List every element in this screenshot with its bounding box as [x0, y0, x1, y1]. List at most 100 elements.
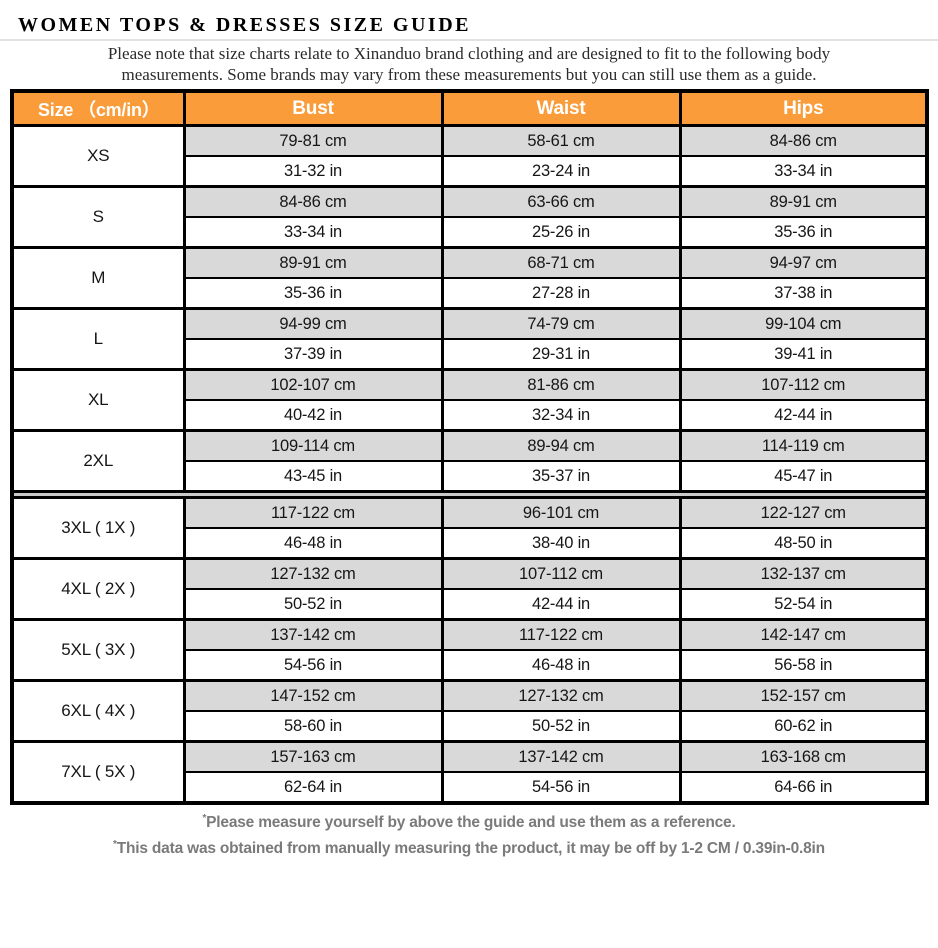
size-guide-table: Size （cm/in） Bust Waist Hips XS 79-81 cm… [10, 89, 929, 805]
waist-in-cell: 50-52 in [440, 711, 682, 743]
table-row: M 89-91 cm 68-71 cm 94-97 cm [10, 246, 929, 310]
hips-cm-cell: 132-137 cm [678, 557, 929, 590]
column-header-size: Size （cm/in） [10, 91, 186, 127]
bust-cm-cell: 137-142 cm [182, 618, 444, 651]
size-label: M [10, 247, 186, 310]
column-header-bust: Bust [182, 91, 444, 127]
size-label: 2XL [10, 430, 186, 493]
footnote-reference: *Please measure yourself by above the gu… [0, 808, 938, 834]
table-row: 2XL 109-114 cm 89-94 cm 114-119 cm [10, 429, 929, 493]
waist-cm-cell: 107-112 cm [440, 557, 682, 590]
hips-in-cell: 56-58 in [678, 650, 929, 682]
table-row: 33-34 in 25-26 in 35-36 in [12, 217, 929, 249]
plus-size-divider [10, 490, 929, 499]
table-row: 40-42 in 32-34 in 42-44 in [12, 400, 929, 432]
bust-cm-cell: 117-122 cm [182, 496, 444, 529]
table-row: 3XL ( 1X ) 117-122 cm 96-101 cm 122-127 … [10, 496, 929, 560]
size-label: 7XL ( 5X ) [10, 741, 186, 805]
hips-in-cell: 42-44 in [678, 400, 929, 432]
waist-in-cell: 46-48 in [440, 650, 682, 682]
bust-in-cell: 35-36 in [182, 278, 444, 310]
footnote-tolerance-text: This data was obtained from manually mea… [116, 840, 825, 858]
size-label: L [10, 308, 186, 371]
hips-in-cell: 60-62 in [678, 711, 929, 743]
bust-cm-cell: 157-163 cm [182, 740, 444, 773]
page-title: WOMEN TOPS & DRESSES SIZE GUIDE [18, 14, 471, 36]
bust-cm-cell: 94-99 cm [182, 307, 444, 340]
footnotes: *Please measure yourself by above the gu… [0, 808, 938, 860]
hips-in-cell: 48-50 in [678, 528, 929, 560]
waist-in-cell: 25-26 in [440, 217, 682, 249]
size-label: S [10, 186, 186, 249]
hips-cm-cell: 94-97 cm [678, 246, 929, 279]
bust-in-cell: 37-39 in [182, 339, 444, 371]
table-row: 6XL ( 4X ) 147-152 cm 127-132 cm 152-157… [10, 679, 929, 743]
table-row: 37-39 in 29-31 in 39-41 in [12, 339, 929, 371]
bust-in-cell: 43-45 in [182, 461, 444, 493]
waist-in-cell: 38-40 in [440, 528, 682, 560]
bust-cm-cell: 109-114 cm [182, 429, 444, 462]
table-row: 4XL ( 2X ) 127-132 cm 107-112 cm 132-137… [10, 557, 929, 621]
plus-size-divider-bar [10, 490, 929, 499]
intro-note: Please note that size charts relate to X… [0, 43, 938, 85]
waist-in-cell: 27-28 in [440, 278, 682, 310]
table-row: S 84-86 cm 63-66 cm 89-91 cm [10, 185, 929, 249]
hips-in-cell: 64-66 in [678, 772, 929, 805]
hips-cm-cell: 163-168 cm [678, 740, 929, 773]
table-header-row: Size （cm/in） Bust Waist Hips [10, 91, 929, 127]
footnote-tolerance: *This data was obtained from manually me… [0, 834, 938, 860]
table-row: 62-64 in 54-56 in 64-66 in [12, 772, 929, 805]
waist-in-cell: 35-37 in [440, 461, 682, 493]
footnote-reference-text: Please measure yourself by above the gui… [206, 814, 736, 832]
hips-cm-cell: 107-112 cm [678, 368, 929, 401]
size-label: 4XL ( 2X ) [10, 558, 186, 621]
hips-in-cell: 39-41 in [678, 339, 929, 371]
bust-in-cell: 33-34 in [182, 217, 444, 249]
bust-in-cell: 62-64 in [182, 772, 444, 805]
bust-cm-cell: 79-81 cm [182, 124, 444, 157]
waist-in-cell: 42-44 in [440, 589, 682, 621]
table-row: 5XL ( 3X ) 137-142 cm 117-122 cm 142-147… [10, 618, 929, 682]
size-label: 5XL ( 3X ) [10, 619, 186, 682]
waist-in-cell: 54-56 in [440, 772, 682, 805]
bust-in-cell: 46-48 in [182, 528, 444, 560]
size-label: 6XL ( 4X ) [10, 680, 186, 743]
intro-note-line2: measurements. Some brands may vary from … [121, 65, 817, 84]
bust-in-cell: 31-32 in [182, 156, 444, 188]
bust-cm-cell: 102-107 cm [182, 368, 444, 401]
hips-cm-cell: 152-157 cm [678, 679, 929, 712]
intro-note-line1: Please note that size charts relate to X… [107, 44, 831, 63]
table-row: 31-32 in 23-24 in 33-34 in [12, 156, 929, 188]
bust-cm-cell: 84-86 cm [182, 185, 444, 218]
table-row: 35-36 in 27-28 in 37-38 in [12, 278, 929, 310]
waist-in-cell: 32-34 in [440, 400, 682, 432]
hips-cm-cell: 89-91 cm [678, 185, 929, 218]
table-row: 46-48 in 38-40 in 48-50 in [12, 528, 929, 560]
hips-in-cell: 35-36 in [678, 217, 929, 249]
waist-cm-cell: 117-122 cm [440, 618, 682, 651]
waist-in-cell: 29-31 in [440, 339, 682, 371]
title-divider [0, 39, 938, 41]
bust-cm-cell: 127-132 cm [182, 557, 444, 590]
waist-cm-cell: 127-132 cm [440, 679, 682, 712]
hips-cm-cell: 84-86 cm [678, 124, 929, 157]
waist-cm-cell: 96-101 cm [440, 496, 682, 529]
waist-cm-cell: 74-79 cm [440, 307, 682, 340]
waist-cm-cell: 68-71 cm [440, 246, 682, 279]
table-row: L 94-99 cm 74-79 cm 99-104 cm [10, 307, 929, 371]
hips-cm-cell: 122-127 cm [678, 496, 929, 529]
waist-in-cell: 23-24 in [440, 156, 682, 188]
hips-in-cell: 33-34 in [678, 156, 929, 188]
hips-cm-cell: 142-147 cm [678, 618, 929, 651]
bust-cm-cell: 147-152 cm [182, 679, 444, 712]
table-row: 43-45 in 35-37 in 45-47 in [12, 461, 929, 493]
table-row: XS 79-81 cm 58-61 cm 84-86 cm [10, 124, 929, 188]
hips-cm-cell: 114-119 cm [678, 429, 929, 462]
table-row: 50-52 in 42-44 in 52-54 in [12, 589, 929, 621]
waist-cm-cell: 58-61 cm [440, 124, 682, 157]
table-row: 7XL ( 5X ) 157-163 cm 137-142 cm 163-168… [10, 740, 929, 805]
size-label: XL [10, 369, 186, 432]
hips-in-cell: 37-38 in [678, 278, 929, 310]
hips-cm-cell: 99-104 cm [678, 307, 929, 340]
table-row: 54-56 in 46-48 in 56-58 in [12, 650, 929, 682]
